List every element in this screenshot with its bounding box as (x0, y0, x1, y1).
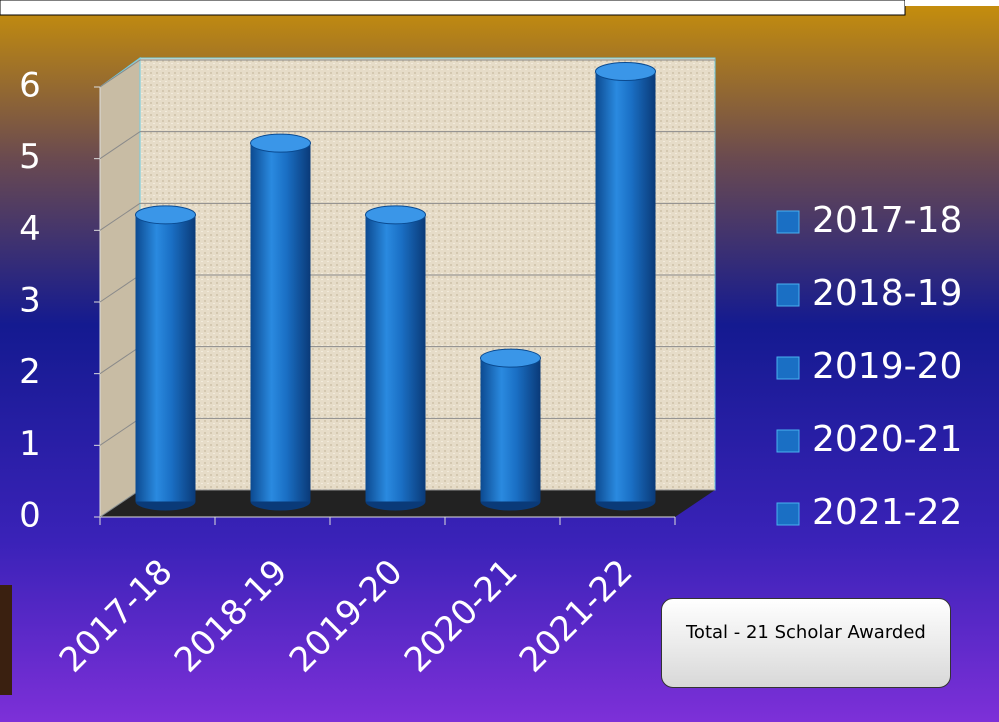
grid-line (99, 202, 141, 231)
legend-label: 2020-21 (812, 419, 962, 460)
y-tick-label: 3 (19, 281, 41, 321)
y-tick-label: 2 (19, 352, 41, 392)
legend-swatch (776, 283, 800, 307)
y-tick-label: 5 (19, 137, 41, 177)
image-fragment (0, 585, 12, 695)
bar (135, 214, 196, 502)
bar-top (595, 62, 656, 81)
bar-top (135, 205, 196, 225)
grid-line (99, 274, 141, 303)
bar-top (480, 348, 541, 368)
bar (365, 214, 426, 502)
grid-line (99, 417, 141, 446)
bar (595, 71, 656, 502)
legend-label: 2019-20 (812, 346, 962, 387)
legend-swatch (776, 502, 800, 526)
y-tick-label: 0 (19, 496, 41, 536)
legend-label: 2021-22 (812, 492, 962, 533)
y-tick-label: 4 (19, 209, 41, 249)
grid-line (99, 346, 141, 375)
y-tick-label: 6 (19, 66, 41, 106)
top-corner (905, 0, 999, 6)
legend-label: 2018-19 (812, 273, 962, 314)
top-bar (0, 0, 906, 16)
grid-line (99, 59, 141, 88)
bar (250, 143, 311, 502)
legend-swatch (776, 210, 800, 234)
annotation: Total - 21 Scholar Awarded (661, 598, 951, 688)
bar (480, 358, 541, 502)
legend-swatch (776, 429, 800, 453)
legend-swatch (776, 356, 800, 380)
grid-line (99, 489, 141, 518)
grid-line (99, 131, 141, 160)
bar-top (365, 205, 426, 225)
bar-top (250, 133, 311, 153)
side-wall (99, 57, 141, 518)
y-tick-label: 1 (19, 424, 41, 464)
legend-label: 2017-18 (812, 200, 962, 241)
